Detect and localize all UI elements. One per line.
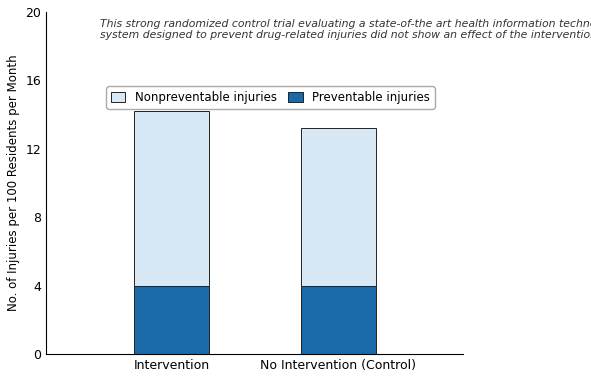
Y-axis label: No. of Injuries per 100 Residents per Month: No. of Injuries per 100 Residents per Mo… xyxy=(7,55,20,312)
Text: This strong randomized control trial evaluating a state-of-the art health inform: This strong randomized control trial eva… xyxy=(100,19,591,41)
Bar xyxy=(301,286,376,354)
Bar xyxy=(301,128,376,286)
Legend: Nonpreventable injuries, Preventable injuries: Nonpreventable injuries, Preventable inj… xyxy=(106,86,435,109)
Bar xyxy=(134,111,209,286)
Bar xyxy=(134,286,209,354)
